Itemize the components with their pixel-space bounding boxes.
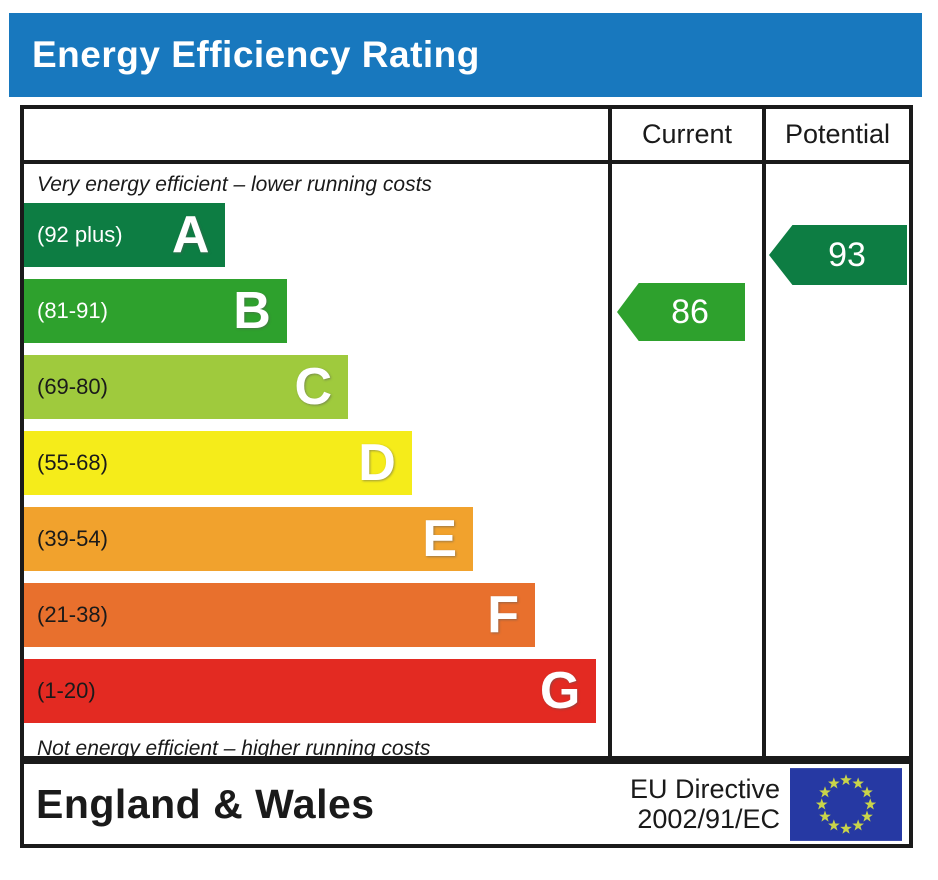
title-bar: Energy Efficiency Rating — [9, 13, 922, 97]
eu-directive-line1: EU Directive — [629, 774, 780, 804]
rating-scale-column: Very energy efficient – lower running co… — [24, 164, 608, 761]
eu-directive-line2: 2002/91/EC — [637, 804, 780, 834]
header-cell-potential: Potential — [762, 109, 909, 160]
band-letter: G — [539, 662, 581, 720]
band-range-label: (92 plus) — [37, 222, 123, 247]
band-letter: A — [171, 206, 210, 264]
rating-bands: (92 plus) A (81-91) B (69-80) C (55-68) … — [24, 203, 608, 723]
band-f: (21-38) F — [24, 583, 535, 647]
band-b: (81-91) B — [24, 279, 287, 343]
region-label: England & Wales — [36, 780, 375, 827]
band-e: (39-54) E — [24, 507, 474, 571]
band-letter: C — [294, 358, 333, 416]
caption-top: Very energy efficient – lower running co… — [37, 173, 432, 196]
potential-column: 93 — [762, 164, 909, 761]
band-range-label: (1-20) — [37, 678, 96, 703]
band-g: (1-20) G — [24, 659, 597, 723]
eu-directive-label: EU Directive 2002/91/EC — [630, 774, 780, 834]
band-letter: D — [358, 434, 396, 492]
header-cell-current: Current — [608, 109, 762, 160]
footer: England & Wales EU Directive 2002/91/EC — [20, 760, 913, 848]
table-header-row: Current Potential — [24, 109, 909, 164]
band-letter: E — [422, 510, 458, 568]
band-range-label: (55-68) — [37, 450, 108, 475]
potential-arrow: 93 — [769, 225, 907, 285]
potential-value: 93 — [828, 235, 866, 274]
band-a: (92 plus) A — [24, 203, 226, 267]
energy-rating-table: Current Potential Very energy efficient … — [20, 105, 913, 761]
band-range-label: (81-91) — [37, 298, 108, 323]
band-c: (69-80) C — [24, 355, 349, 419]
band-letter: F — [487, 586, 519, 644]
current-column: 86 — [608, 164, 762, 761]
band-range-label: (69-80) — [37, 374, 108, 399]
page-title: Energy Efficiency Rating — [32, 34, 480, 75]
header-cell-empty — [24, 109, 608, 160]
eu-flag-icon — [790, 767, 902, 841]
caption-bottom: Not energy efficient – higher running co… — [37, 737, 431, 760]
band-range-label: (39-54) — [37, 526, 108, 551]
current-arrow: 86 — [617, 283, 745, 341]
table-body-row: Very energy efficient – lower running co… — [24, 164, 909, 761]
eu-flag — [790, 767, 902, 841]
current-value: 86 — [671, 292, 709, 331]
band-letter: B — [233, 282, 271, 340]
band-d: (55-68) D — [24, 431, 412, 495]
band-range-label: (21-38) — [37, 602, 108, 627]
